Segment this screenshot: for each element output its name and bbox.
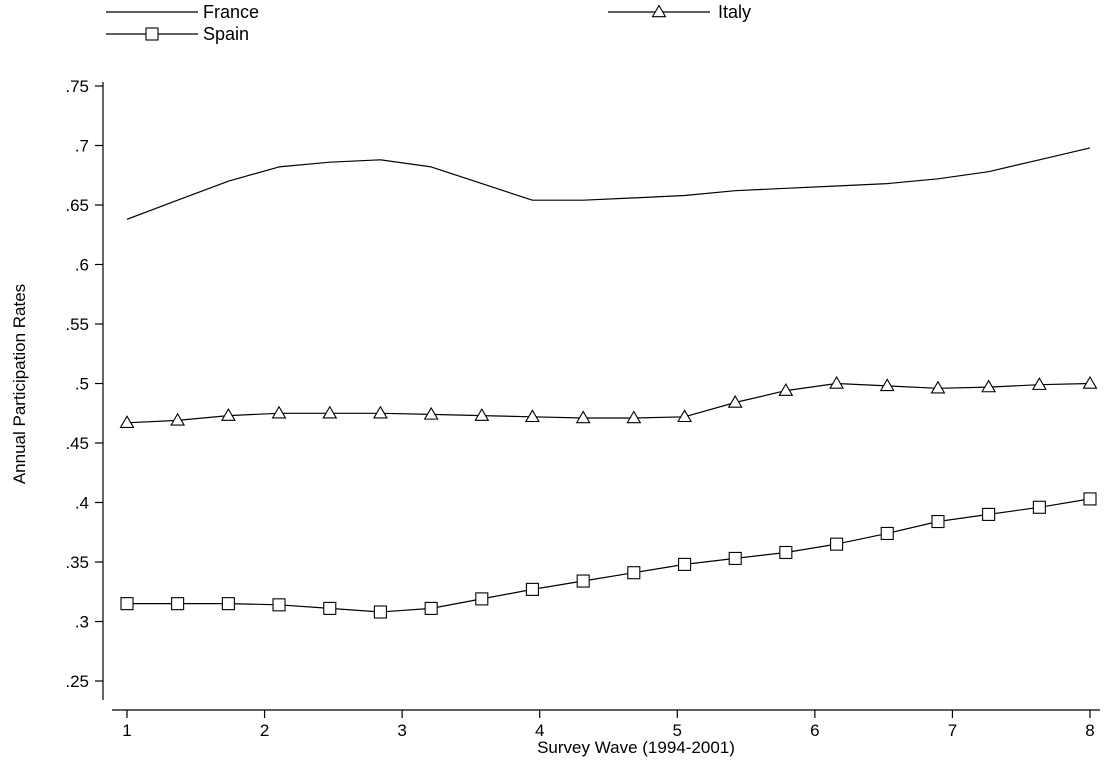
data-point-italy: [829, 375, 845, 389]
x-tick-label: 6: [810, 721, 819, 740]
y-tick-label: .65: [65, 196, 89, 215]
data-point-spain: [678, 557, 692, 571]
series-line-spain: [127, 498, 1091, 613]
series-italy: [119, 375, 1098, 429]
data-point-italy: [372, 405, 388, 419]
data-point-spain: [830, 537, 844, 551]
x-tick-label: 5: [673, 721, 682, 740]
data-point-spain: [576, 574, 590, 588]
data-point-spain: [171, 597, 185, 611]
data-point-spain: [1032, 500, 1046, 514]
data-point-italy: [626, 410, 642, 424]
legend: France Italy Spain: [106, 2, 751, 44]
data-point-spain: [931, 514, 945, 529]
x-tick-label: 4: [535, 721, 544, 740]
data-point-italy: [1082, 375, 1098, 389]
legend-item-spain: Spain: [106, 24, 249, 44]
data-point-italy: [423, 406, 439, 420]
legend-item-france: France: [106, 2, 259, 22]
legend-label: Italy: [718, 2, 751, 22]
x-tick-label: 2: [260, 721, 269, 740]
series-line-france: [126, 147, 1091, 220]
data-point-spain: [880, 526, 894, 540]
series-spain: [120, 492, 1097, 619]
data-point-spain: [221, 597, 235, 611]
plot-area: .25 .3 .35 .4 .45 .5 .55 .6 .65 .7 .75 1 2 3 4 5 6 7 8: [65, 77, 1100, 740]
data-point-italy: [879, 378, 895, 392]
y-tick-label: .55: [65, 315, 89, 334]
legend-marker: [145, 27, 159, 41]
data-point-italy: [271, 405, 287, 419]
data-point-spain: [424, 601, 438, 615]
y-axis-ticks: .25 .3 .35 .4 .45 .5 .55 .6 .65 .7 .75: [65, 77, 103, 691]
y-tick-label: .45: [65, 434, 89, 453]
data-point-spain: [120, 597, 134, 611]
series-layer: [119, 147, 1098, 619]
data-point-italy: [119, 415, 135, 429]
y-tick-label: .3: [75, 613, 89, 632]
data-point-italy: [1031, 377, 1047, 390]
data-point-spain: [627, 566, 641, 580]
data-point-italy: [322, 405, 338, 419]
data-point-spain: [1083, 492, 1097, 506]
data-point-italy: [170, 412, 186, 426]
data-point-italy: [524, 409, 540, 423]
y-tick-label: .75: [65, 77, 89, 96]
y-tick-label: .25: [65, 672, 89, 691]
legend-marker: [651, 4, 667, 18]
x-axis-ticks: 1 2 3 4 5 6 7 8: [122, 710, 1095, 740]
x-tick-label: 8: [1085, 721, 1094, 740]
data-point-spain: [373, 605, 387, 619]
legend-label: France: [203, 2, 259, 22]
series-france: [126, 147, 1091, 220]
x-tick-label: 3: [397, 721, 406, 740]
data-point-spain: [779, 545, 793, 560]
data-point-italy: [930, 380, 946, 394]
y-axis-title: Annual Participation Rates: [10, 284, 29, 484]
data-point-italy: [981, 379, 997, 393]
y-tick-label: .35: [65, 553, 89, 572]
data-point-spain: [525, 582, 539, 596]
data-point-italy: [575, 410, 591, 424]
x-tick-label: 1: [122, 721, 131, 740]
data-point-spain: [475, 592, 489, 606]
series-line-italy: [126, 382, 1091, 424]
x-axis-title: Survey Wave (1994-2001): [537, 738, 735, 757]
y-tick-label: .7: [75, 137, 89, 156]
y-tick-label: .6: [75, 256, 89, 275]
data-point-italy: [474, 408, 490, 421]
x-tick-label: 7: [948, 721, 957, 740]
data-point-italy: [220, 408, 236, 421]
y-tick-label: .4: [75, 494, 89, 513]
data-point-spain: [728, 551, 742, 565]
data-point-italy: [727, 394, 743, 408]
legend-label: Spain: [203, 24, 249, 44]
data-point-spain: [982, 507, 996, 521]
y-tick-label: .5: [75, 375, 89, 394]
data-point-italy: [778, 383, 794, 396]
data-point-spain: [323, 601, 337, 615]
legend-item-italy: Italy: [608, 2, 751, 22]
data-point-spain: [272, 598, 286, 612]
data-point-italy: [677, 409, 693, 423]
